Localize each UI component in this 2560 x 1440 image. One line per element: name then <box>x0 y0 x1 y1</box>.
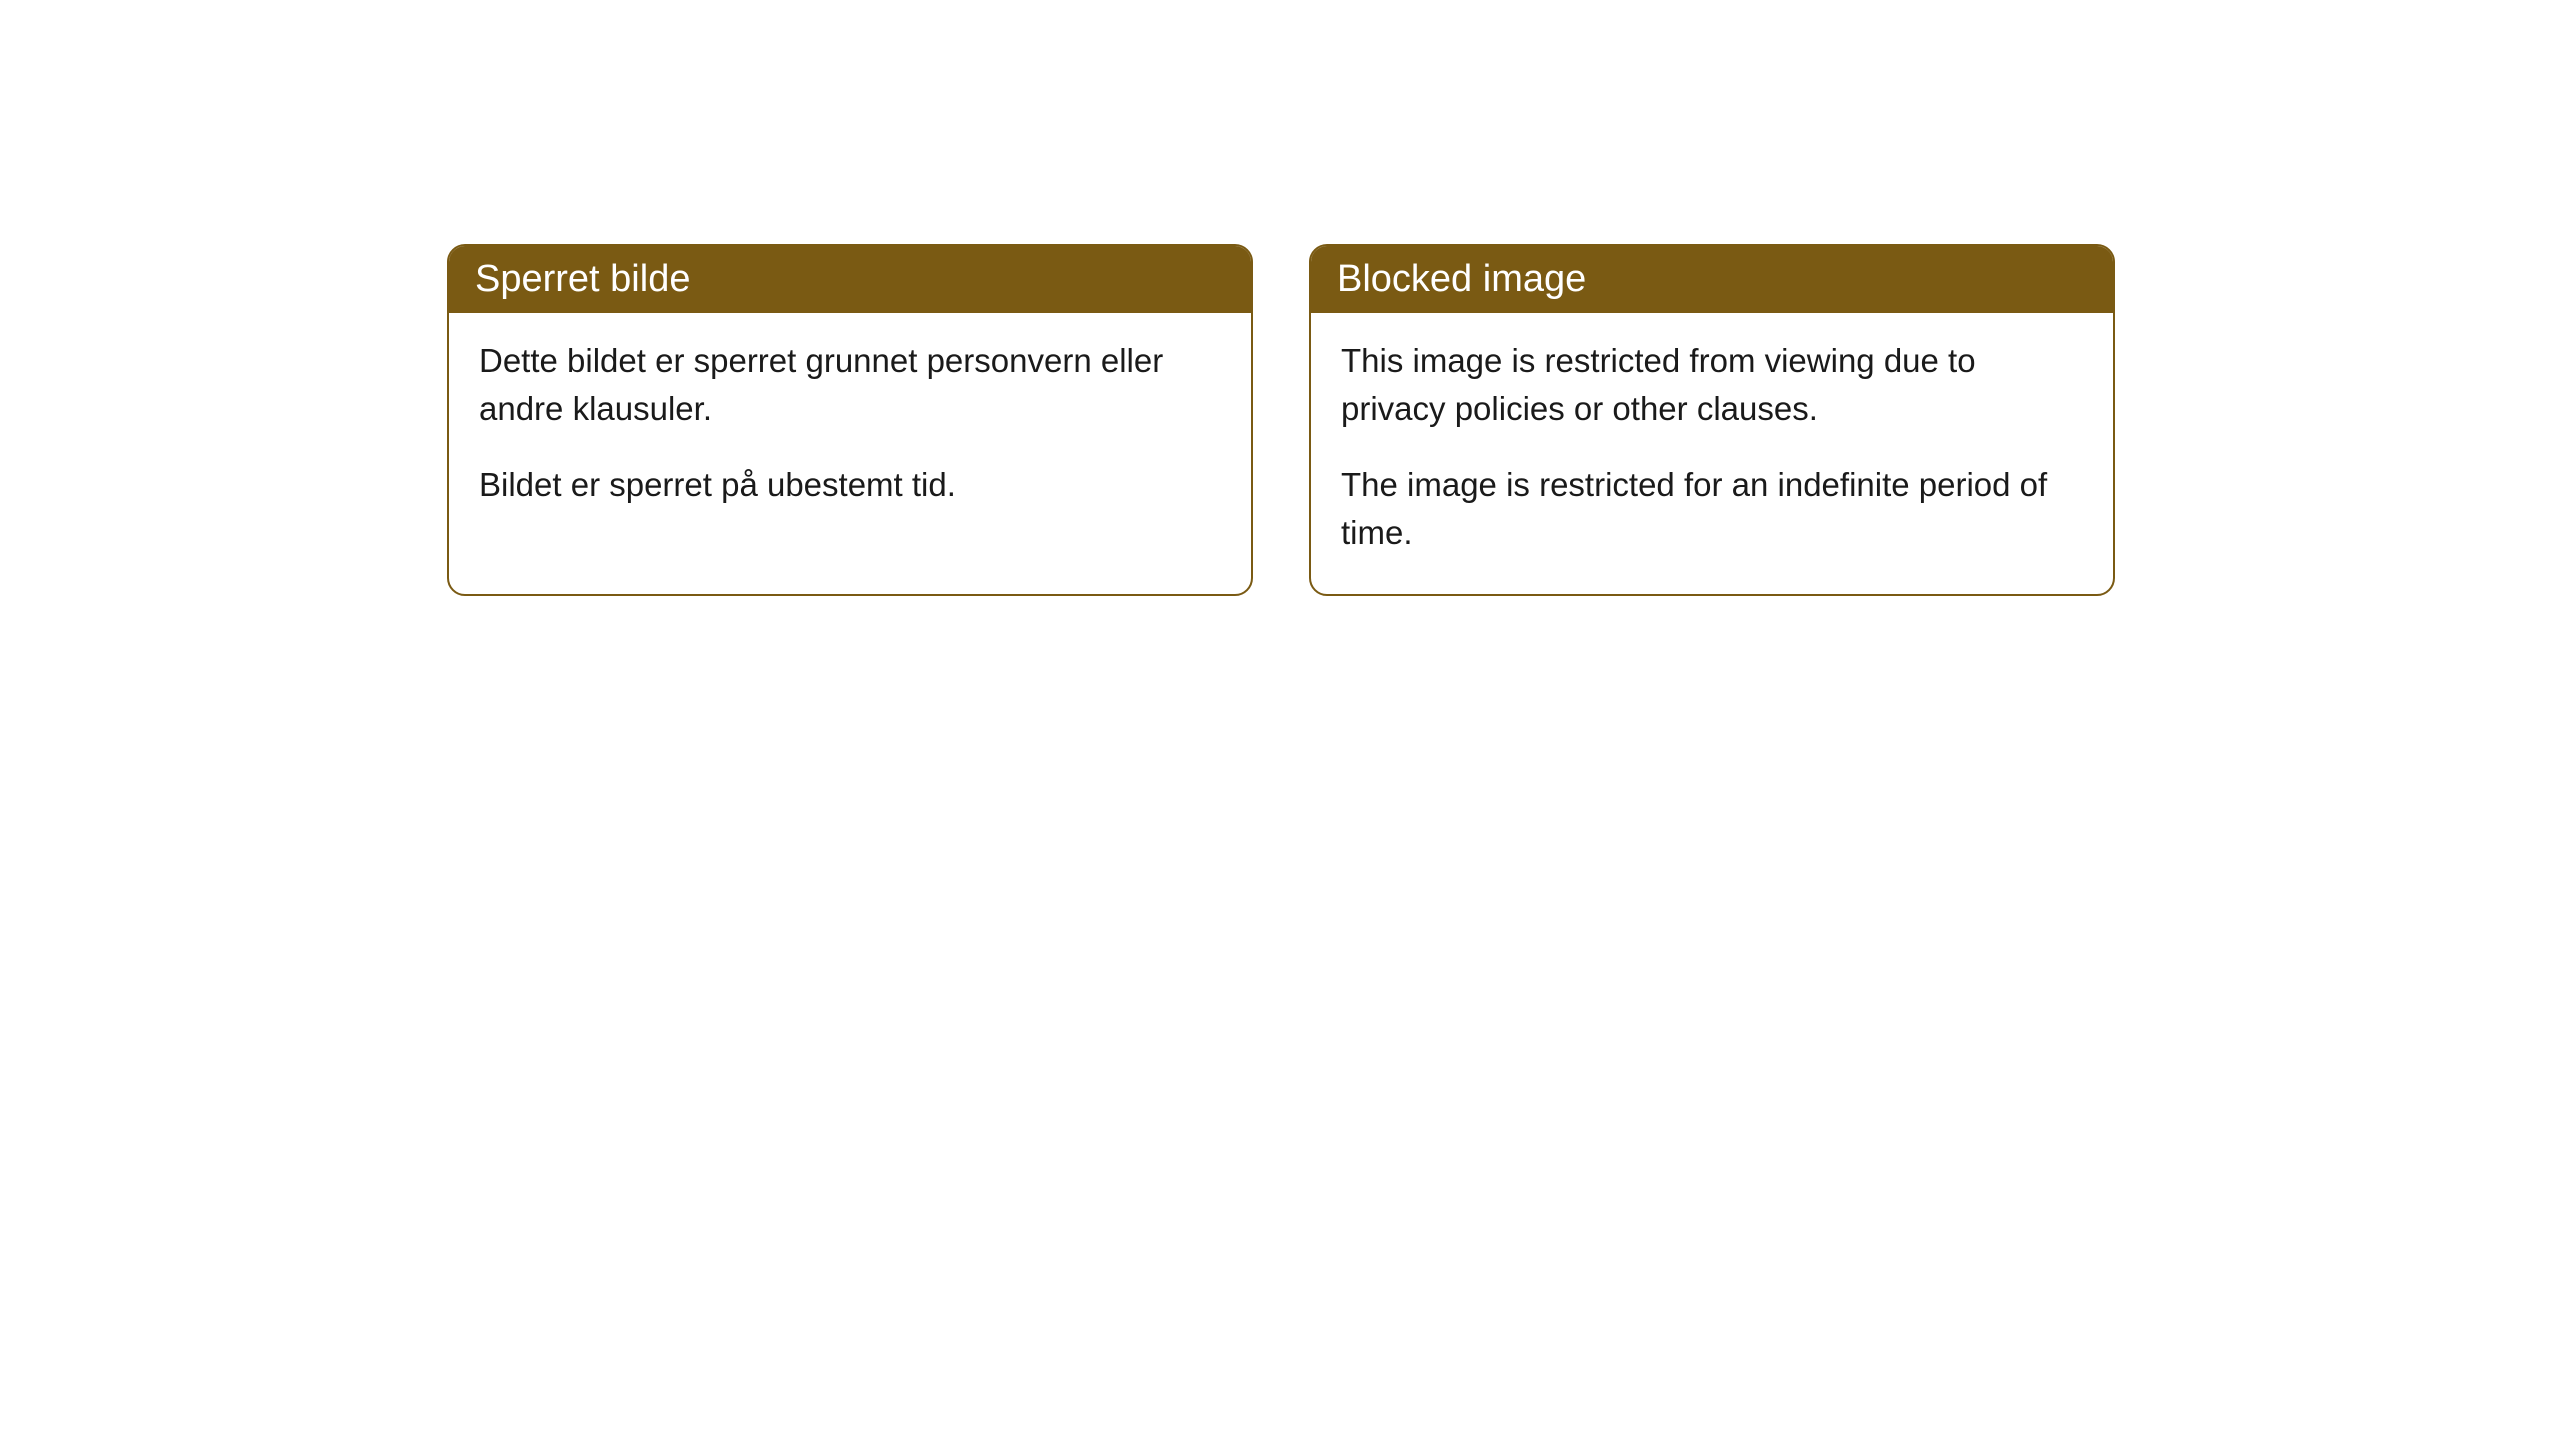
notice-paragraph: This image is restricted from viewing du… <box>1341 337 2083 433</box>
card-body: Dette bildet er sperret grunnet personve… <box>449 313 1251 547</box>
notice-card-norwegian: Sperret bilde Dette bildet er sperret gr… <box>447 244 1253 596</box>
card-header: Sperret bilde <box>449 246 1251 313</box>
notice-paragraph: The image is restricted for an indefinit… <box>1341 461 2083 557</box>
notice-paragraph: Dette bildet er sperret grunnet personve… <box>479 337 1221 433</box>
notice-card-english: Blocked image This image is restricted f… <box>1309 244 2115 596</box>
notice-paragraph: Bildet er sperret på ubestemt tid. <box>479 461 1221 509</box>
notice-cards-container: Sperret bilde Dette bildet er sperret gr… <box>0 0 2560 596</box>
card-header: Blocked image <box>1311 246 2113 313</box>
card-body: This image is restricted from viewing du… <box>1311 313 2113 594</box>
